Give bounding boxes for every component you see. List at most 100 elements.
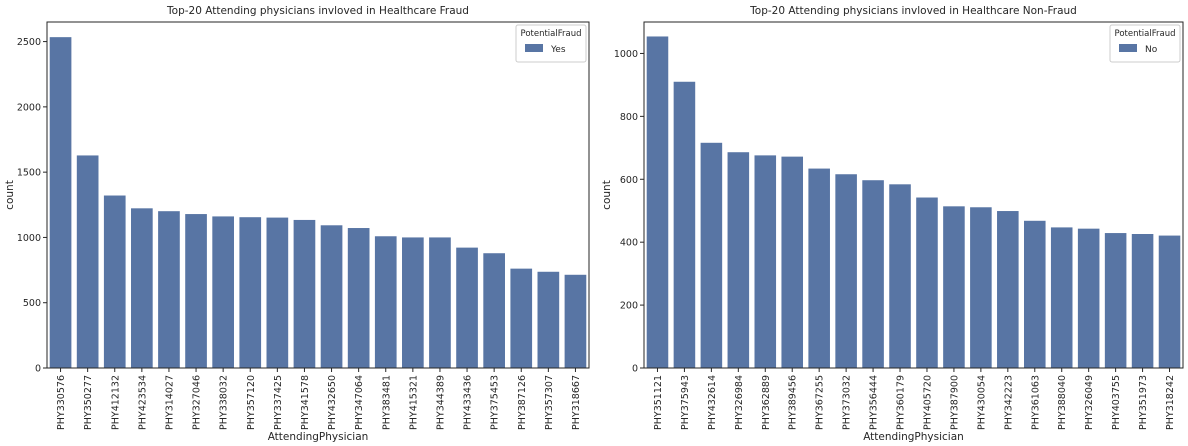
y-tick-label: 400 bbox=[620, 238, 638, 249]
x-tick-label: PHY387126 bbox=[517, 375, 528, 430]
y-tick-label: 2000 bbox=[17, 102, 41, 113]
legend-box bbox=[1109, 24, 1181, 63]
legend-title: PotentialFraud bbox=[521, 29, 582, 39]
bar-PHY373032 bbox=[835, 174, 857, 368]
legend-entry: No bbox=[1145, 45, 1158, 55]
x-axis-label: AttendingPhysician bbox=[863, 431, 964, 443]
y-tick-label: 500 bbox=[23, 298, 41, 309]
chart-title: Top-20 Attending physicians invloved in … bbox=[749, 5, 1077, 17]
x-tick-label: PHY405720 bbox=[922, 375, 933, 430]
bar-PHY423534 bbox=[131, 208, 153, 368]
x-tick-label: PHY314027 bbox=[164, 375, 175, 430]
x-tick-label: PHY367255 bbox=[815, 375, 826, 430]
x-tick-label: PHY347064 bbox=[354, 375, 365, 430]
bar-PHY405720 bbox=[916, 197, 938, 368]
legend-title: PotentialFraud bbox=[1115, 29, 1176, 39]
x-tick-label: PHY344389 bbox=[435, 375, 446, 430]
bar-PHY351121 bbox=[646, 36, 669, 368]
x-tick-label: PHY330576 bbox=[56, 375, 67, 430]
x-tick-label: PHY388040 bbox=[1057, 375, 1068, 430]
x-tick-label: PHY383481 bbox=[381, 375, 392, 430]
x-tick-label: PHY433436 bbox=[463, 375, 474, 430]
x-tick-label: PHY337425 bbox=[273, 375, 284, 430]
x-axis-label: AttendingPhysician bbox=[268, 431, 369, 443]
bar-PHY350277 bbox=[76, 155, 99, 368]
bar-PHY367255 bbox=[808, 168, 830, 368]
bar-PHY415321 bbox=[402, 237, 424, 368]
bar-PHY338032 bbox=[212, 216, 234, 368]
y-tick-label: 800 bbox=[620, 112, 638, 123]
y-tick-label: 200 bbox=[620, 301, 638, 312]
x-tick-label: PHY318667 bbox=[571, 375, 582, 430]
legend-box bbox=[515, 24, 587, 63]
x-tick-label: PHY361063 bbox=[1030, 375, 1041, 430]
bar-PHY318242 bbox=[1158, 235, 1181, 368]
x-tick-label: PHY375943 bbox=[680, 375, 691, 430]
legend-swatch bbox=[525, 44, 543, 52]
bar-PHY356444 bbox=[862, 180, 884, 368]
x-tick-label: PHY357307 bbox=[544, 375, 555, 430]
bar-PHY342223 bbox=[997, 211, 1019, 368]
x-tick-label: PHY356444 bbox=[869, 375, 880, 430]
bar-PHY361063 bbox=[1024, 220, 1046, 368]
bar-PHY430054 bbox=[970, 207, 992, 368]
x-tick-label: PHY327046 bbox=[192, 375, 203, 430]
x-tick-label: PHY375453 bbox=[490, 375, 501, 430]
bar-PHY388040 bbox=[1050, 227, 1073, 368]
bar-PHY337425 bbox=[266, 217, 289, 368]
x-tick-label: PHY362889 bbox=[761, 375, 772, 430]
y-tick-label: 2500 bbox=[17, 37, 41, 48]
x-tick-label: PHY432650 bbox=[327, 375, 338, 430]
x-tick-label: PHY326984 bbox=[734, 375, 745, 430]
bar-PHY375453 bbox=[483, 253, 505, 368]
y-axis-label: count bbox=[4, 180, 16, 210]
y-tick-label: 600 bbox=[620, 175, 638, 186]
x-tick-label: PHY342223 bbox=[1003, 375, 1014, 430]
bar-PHY318667 bbox=[564, 274, 587, 368]
x-tick-label: PHY423534 bbox=[137, 375, 148, 430]
bar-PHY330576 bbox=[49, 37, 72, 369]
x-tick-label: PHY432614 bbox=[707, 375, 718, 430]
x-tick-label: PHY326049 bbox=[1084, 375, 1095, 430]
x-tick-label: PHY357120 bbox=[246, 375, 257, 430]
non-fraud-chart: Top-20 Attending physicians invloved in … bbox=[601, 5, 1184, 443]
bar-PHY389456 bbox=[781, 156, 804, 368]
x-tick-label: PHY341578 bbox=[300, 375, 311, 430]
bar-PHY433436 bbox=[456, 247, 478, 368]
bar-PHY387900 bbox=[943, 206, 965, 368]
y-tick-label: 1000 bbox=[17, 233, 41, 244]
bar-PHY327046 bbox=[185, 214, 207, 368]
x-tick-label: PHY387900 bbox=[949, 375, 960, 430]
bar-PHY432650 bbox=[320, 225, 343, 368]
bar-PHY387126 bbox=[510, 268, 533, 368]
bar-PHY360179 bbox=[889, 184, 911, 368]
bar-PHY357120 bbox=[239, 217, 262, 368]
x-tick-label: PHY389456 bbox=[788, 375, 799, 430]
x-tick-label: PHY351121 bbox=[653, 375, 664, 430]
bar-PHY326984 bbox=[727, 152, 750, 368]
x-tick-label: PHY351973 bbox=[1138, 375, 1149, 430]
x-tick-label: PHY403755 bbox=[1111, 375, 1122, 430]
legend: PotentialFraud No bbox=[1109, 24, 1181, 63]
bar-PHY351973 bbox=[1131, 234, 1154, 368]
chart-title: Top-20 Attending physicians invloved in … bbox=[166, 5, 469, 17]
x-tick-label: PHY430054 bbox=[976, 375, 987, 430]
x-tick-label: PHY338032 bbox=[219, 375, 230, 430]
bar-PHY432614 bbox=[700, 142, 723, 368]
y-tick-label: 1000 bbox=[614, 49, 638, 60]
plot-frame bbox=[643, 21, 1184, 369]
fraud-chart: Top-20 Attending physicians invloved in … bbox=[4, 5, 590, 443]
bar-PHY347064 bbox=[347, 228, 370, 368]
bar-PHY375943 bbox=[673, 81, 696, 368]
bar-PHY314027 bbox=[158, 211, 180, 368]
plot-frame bbox=[46, 21, 590, 369]
legend: PotentialFraud Yes bbox=[515, 24, 587, 63]
x-tick-label: PHY412132 bbox=[110, 375, 121, 430]
bar-PHY412132 bbox=[103, 195, 126, 368]
bar-PHY362889 bbox=[754, 155, 777, 368]
x-tick-label: PHY415321 bbox=[408, 375, 419, 430]
x-tick-label: PHY360179 bbox=[896, 375, 907, 430]
bar-PHY357307 bbox=[537, 271, 560, 368]
x-tick-label: PHY373032 bbox=[842, 375, 853, 430]
bar-PHY383481 bbox=[374, 236, 397, 368]
